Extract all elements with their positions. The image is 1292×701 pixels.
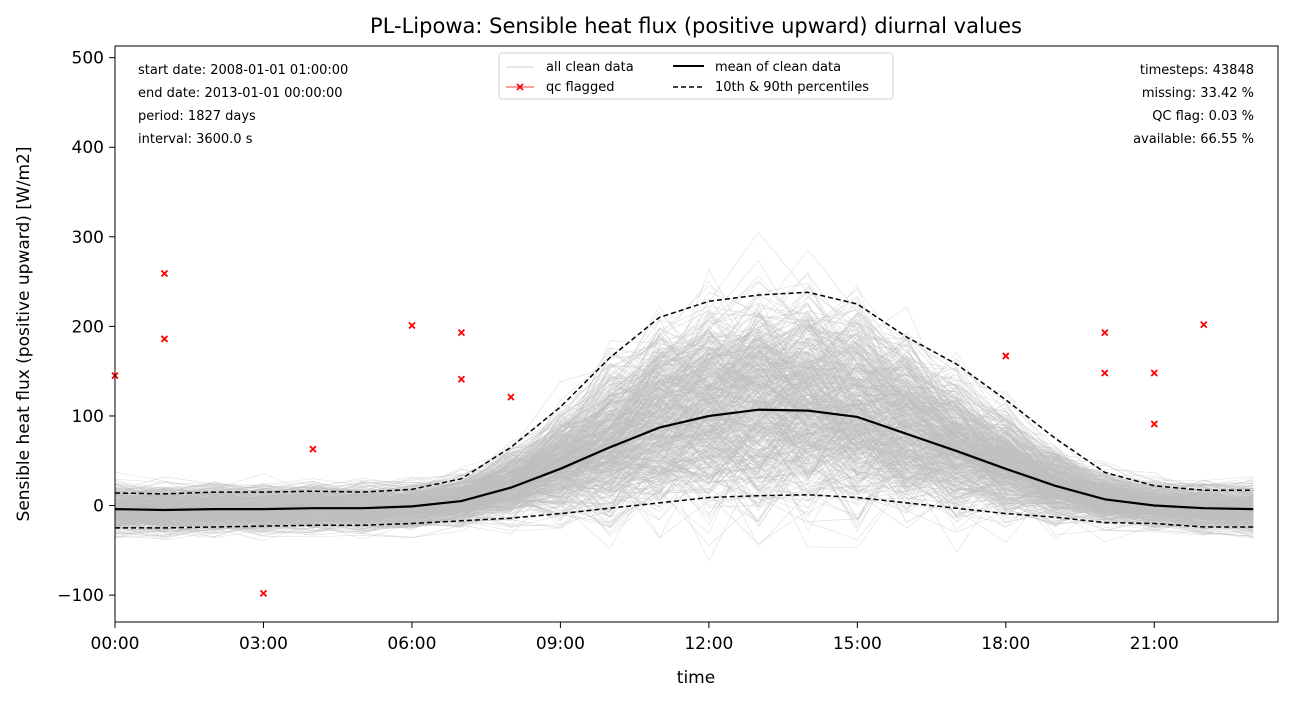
info-right: timesteps: 43848 missing: 33.42 % QC fla… [1133,63,1254,147]
qc-flag-marker [457,375,466,383]
x-tick-label: 21:00 [1130,634,1179,654]
clean-data-line [115,312,1254,513]
clean-data-line [115,351,1254,531]
qc-flag-marker [160,335,169,343]
clean-data-line [115,292,1254,522]
info-period: period: 1827 days [138,109,256,124]
legend-swatch-qc-marker [516,83,524,91]
qc-flag-marker [408,321,416,330]
qc-flag-marker [1150,369,1158,377]
y-tick-label: 100 [72,407,104,427]
chart-title: PL-Lipowa: Sensible heat flux (positive … [370,14,1022,38]
y-axis: −100 0 100 200 300 400 500 [57,49,115,606]
clean-data-line [115,356,1254,524]
legend-label-mean: mean of clean data [715,60,841,75]
info-interval: interval: 3600.0 s [138,132,253,147]
legend-label-clean: all clean data [546,60,634,75]
qc-flag-marker [1002,352,1010,360]
clean-data-line [115,338,1254,506]
clean-data-line [115,288,1254,503]
qc-flag-marker [1101,329,1109,337]
clean-data-line [115,348,1254,529]
clean-data-line [115,467,1254,525]
clean-data-line [115,365,1254,513]
clean-data-line [115,452,1254,538]
qc-flag-marker [309,445,317,453]
clean-data-line [115,380,1254,512]
x-axis-label: time [677,668,715,688]
plot-frame [114,45,1279,623]
mean-line [115,408,1254,512]
clean-data-line [115,346,1254,529]
x-tick-label: 18:00 [981,634,1030,654]
clean-data-line [115,320,1254,505]
y-tick-label: 0 [93,497,104,517]
x-tick-label: 03:00 [239,634,288,654]
y-tick-label: 500 [72,49,104,69]
y-tick-label: 300 [72,228,104,248]
x-tick-label: 15:00 [833,634,882,654]
qc-flag-marker [259,589,268,597]
clean-data-line [115,384,1254,503]
y-tick-label: 400 [72,138,104,158]
info-missing: missing: 33.42 % [1142,86,1254,101]
y-tick-label: −100 [57,586,104,606]
legend-label-qc: qc flagged [546,80,614,95]
qc-flag-marker [1150,420,1158,428]
clean-data-line [115,312,1254,508]
info-end-date: end date: 2013-01-01 00:00:00 [138,86,343,101]
qc-flag-marker [1200,320,1208,329]
qc-flag-marker [160,269,169,278]
qc-flag-marker [507,393,515,401]
clean-data-line [115,400,1254,538]
qc-flag-marker [1101,369,1109,377]
legend-label-percentiles: 10th & 90th percentiles [715,80,869,95]
y-axis-label: Sensible heat flux (positive upward) [W/… [14,147,34,522]
clean-data-line [115,330,1254,534]
y-tick-label: 200 [72,317,104,337]
x-tick-label: 00:00 [91,634,140,654]
clean-data-line [115,394,1254,529]
clean-data-lines [115,231,1254,562]
qc-flag-marker [457,329,466,337]
x-tick-label: 06:00 [387,634,436,654]
clean-data-line [115,428,1254,531]
legend: all clean data qc flagged mean of clean … [498,52,894,100]
qc-flag-markers [111,269,1208,597]
series-layer [115,291,1254,529]
clean-data-line [115,337,1254,528]
clean-data-line [115,361,1254,540]
info-qc-flag: QC flag: 0.03 % [1152,109,1254,124]
legend-frame [498,52,894,100]
x-axis: 00:00 03:00 06:00 09:00 12:00 15:00 18:00 21:00 [91,622,1179,654]
info-timesteps: timesteps: 43848 [1140,63,1254,78]
clean-data-line [115,315,1254,521]
clean-data-line [115,385,1254,529]
clean-data-line [115,353,1254,515]
info-start-date: start date: 2008-01-01 01:00:00 [138,63,348,78]
x-tick-label: 12:00 [684,634,733,654]
info-left: start date: 2008-01-01 01:00:00 end date… [138,63,348,147]
percentile-10-line [115,494,1254,529]
x-tick-label: 09:00 [536,634,585,654]
info-available: available: 66.55 % [1133,132,1254,147]
clean-data-line [115,352,1254,538]
clean-data-line [115,330,1254,501]
